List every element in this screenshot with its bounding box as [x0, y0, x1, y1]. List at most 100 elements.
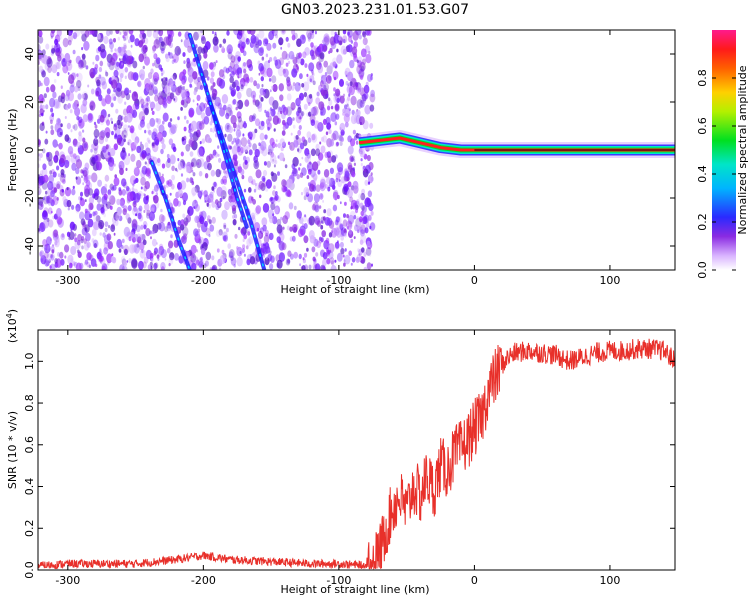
- spectrogram-cell: [311, 134, 316, 141]
- spectrogram-cell: [107, 151, 111, 156]
- spectrogram-cell: [78, 59, 84, 68]
- spectrogram-cell: [187, 256, 191, 262]
- spectrogram-cell: [102, 145, 107, 153]
- spectrogram-cell: [344, 170, 350, 178]
- spectrogram-cell: [203, 161, 209, 170]
- spectrogram-cell: [259, 132, 265, 141]
- spectrogram-cell: [268, 148, 273, 156]
- spectrogram-cell: [110, 117, 113, 122]
- spectrogram-cell: [55, 100, 61, 109]
- spectrogram-cell: [344, 121, 349, 128]
- spectrogram-cell: [369, 122, 374, 129]
- spectrogram-cell: [151, 190, 154, 195]
- spectrogram-cell: [70, 258, 74, 262]
- spectrogram-cell: [256, 33, 260, 39]
- spectrogram-cell: [204, 173, 209, 179]
- spectrogram-cell: [222, 38, 227, 44]
- spectrogram-cell: [322, 79, 327, 86]
- spectrogram-cell: [283, 68, 289, 78]
- spectrogram-cell: [71, 188, 76, 196]
- spectrogram-cell: [148, 72, 153, 80]
- spectrogram-cell: [62, 64, 69, 74]
- spectrogram-cell: [270, 171, 274, 177]
- spectrogram-cell: [353, 215, 357, 220]
- spectrogram-cell: [127, 141, 130, 146]
- spectrogram-cell: [120, 244, 124, 249]
- spectrogram-cell: [159, 243, 164, 250]
- spectrogram-cell: [197, 76, 201, 83]
- spectrogram-cell: [122, 30, 129, 36]
- spectrogram-cell: [353, 162, 356, 166]
- spectrogram-cell: [61, 233, 65, 238]
- spectrogram-cell: [282, 186, 287, 193]
- spectrogram-cell: [133, 205, 137, 212]
- spectrogram-cell: [113, 143, 119, 151]
- spectrogram-cell: [166, 180, 170, 185]
- spectrogram-cell: [318, 205, 322, 209]
- spectrogram-cell: [249, 256, 256, 265]
- spectrogram-cell: [319, 193, 324, 200]
- spectrogram-cell: [255, 169, 262, 179]
- spectrogram-cell: [368, 200, 372, 207]
- spectrogram-cell: [363, 214, 370, 224]
- spectrogram-cell: [295, 114, 302, 124]
- spectrogram-cell: [343, 184, 349, 193]
- spectrogram-cell: [259, 94, 262, 99]
- spectrogram-cell: [258, 144, 265, 154]
- spectrogram-cell: [169, 252, 175, 261]
- spectrogram-cell: [304, 156, 309, 163]
- spectrogram-cell: [177, 161, 183, 170]
- spectrogram-cell: [191, 262, 197, 270]
- spectrogram-cell: [108, 163, 114, 171]
- spectrogram-cell: [61, 189, 64, 193]
- spectrogram-cell: [82, 137, 86, 143]
- spectrogram-cell: [75, 167, 80, 175]
- spectrogram-cell: [240, 228, 244, 234]
- spectrogram-cell: [281, 50, 288, 60]
- spectrogram-cell: [93, 214, 98, 221]
- spectrogram-cell: [138, 205, 143, 212]
- spectrogram-cell: [75, 159, 82, 169]
- spectrogram-cell: [211, 255, 215, 261]
- spectrogram-cell: [74, 237, 78, 243]
- spectrogram-cell: [235, 137, 240, 145]
- spectrogram-cell: [186, 60, 193, 71]
- spectrogram-cell: [277, 111, 280, 115]
- spectrogram-cell: [95, 54, 100, 62]
- spectrogram-cell: [263, 234, 270, 244]
- spectrogram-cell: [328, 123, 332, 129]
- spectrogram-cell: [153, 53, 157, 59]
- spectrogram-cell: [343, 228, 347, 234]
- spectrogram-cell: [123, 43, 127, 49]
- spectrogram-x-tick-label: 100: [599, 274, 620, 287]
- spectrogram-cell: [312, 80, 316, 86]
- spectrogram-cell: [116, 137, 122, 145]
- spectrogram-cell: [201, 138, 206, 144]
- spectrogram-cell: [54, 238, 60, 248]
- spectrogram-cell: [62, 178, 66, 185]
- spectrogram-cell: [347, 83, 350, 87]
- spectrogram-cell: [92, 211, 96, 217]
- spectrogram-cell: [203, 190, 208, 198]
- spectrogram-cell: [319, 141, 322, 145]
- spectrogram-cell: [174, 253, 180, 261]
- spectrogram-cell: [153, 30, 157, 33]
- spectrogram-cell: [368, 214, 372, 221]
- spectrogram-cell: [211, 266, 216, 270]
- spectrogram-cell: [171, 59, 175, 64]
- spectrogram-cell: [155, 57, 161, 65]
- spectrogram-cell: [333, 34, 340, 44]
- spectrogram-cell: [54, 258, 58, 264]
- spectrogram-cell: [139, 119, 145, 128]
- spectrogram-cell: [136, 159, 142, 169]
- spectrogram-cell: [77, 59, 85, 70]
- spectrogram-cell: [60, 172, 64, 178]
- spectrogram-cell: [166, 247, 171, 254]
- spectrogram-cell: [332, 191, 339, 201]
- spectrogram-cell: [268, 30, 274, 41]
- spectrogram-y-label: Frequency (Hz): [6, 109, 19, 192]
- spectrogram-cell: [213, 189, 215, 193]
- spectrogram-cell: [330, 112, 337, 123]
- spectrogram-cell: [254, 182, 260, 191]
- spectrogram-cell: [251, 179, 256, 186]
